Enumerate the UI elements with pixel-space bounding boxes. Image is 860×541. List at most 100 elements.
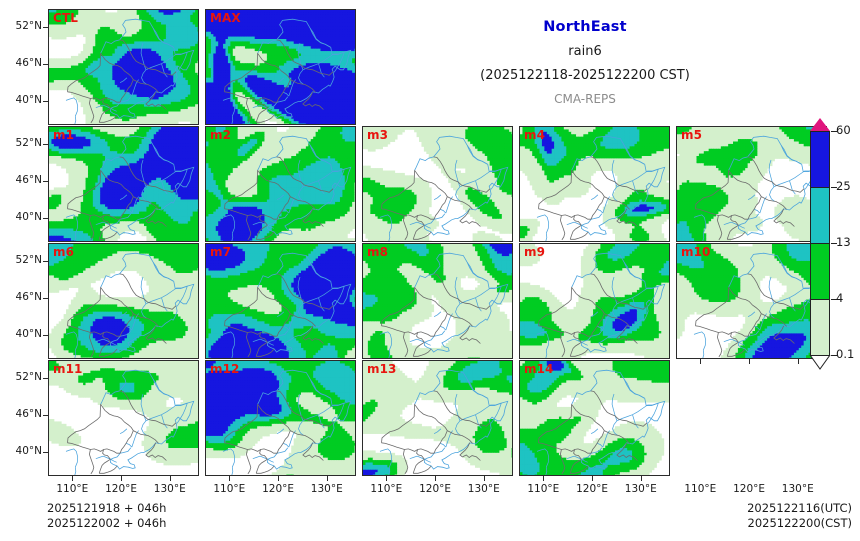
lon-tick-label: 120°E [726, 483, 772, 495]
map-panel-m13: m13 [362, 360, 513, 476]
lat-tick-label: 52°N [2, 254, 42, 266]
lon-tick-label: 110°E [363, 483, 409, 495]
coastline [414, 135, 509, 236]
lon-tick-label: 120°E [98, 483, 144, 495]
variable-title: rain6 [440, 41, 730, 63]
coastline [257, 369, 352, 470]
map-panel-m3: m3 [362, 126, 513, 242]
map-canvas [520, 127, 669, 241]
map-panel-m5: m5 [676, 126, 827, 242]
precipitation-shading [49, 10, 198, 124]
map-canvas [206, 127, 355, 241]
map-panel-m12: m12 [205, 360, 356, 476]
map-panel-m11: m11 [48, 360, 199, 476]
lat-tick-mark [43, 261, 48, 263]
lon-tick-mark [797, 359, 799, 364]
lat-tick-label: 40°N [2, 211, 42, 223]
lon-tick-mark [700, 359, 702, 364]
precipitation-shading [363, 361, 512, 475]
lat-tick-mark [43, 378, 48, 380]
province-borders [224, 390, 334, 475]
map-canvas [49, 127, 198, 241]
coastline [571, 369, 666, 470]
colorbar-divider [810, 131, 830, 132]
colorbar-divider [810, 243, 830, 244]
map-canvas [677, 244, 826, 358]
lon-tick-mark [543, 476, 545, 481]
lon-tick-label: 120°E [412, 483, 458, 495]
colorbar-divider [810, 355, 830, 356]
coastline [257, 135, 352, 236]
province-borders [224, 156, 334, 241]
lon-tick-mark [169, 476, 171, 481]
province-borders [695, 273, 805, 358]
province-borders [381, 390, 491, 475]
province-borders [224, 39, 334, 124]
coastline [257, 252, 352, 353]
lat-tick-mark [43, 414, 48, 416]
lat-tick-mark [43, 297, 48, 299]
map-canvas [677, 127, 826, 241]
colorbar-tick-mark [831, 299, 837, 300]
colorbar-divider [810, 187, 830, 188]
lon-tick-mark [229, 476, 231, 481]
map-panel-m9: m9 [519, 243, 670, 359]
river-lines [222, 145, 345, 241]
map-canvas [363, 244, 512, 358]
coastline [100, 369, 195, 470]
lat-tick-mark [43, 217, 48, 219]
footer-init-times: 2025121918 + 046h 2025122002 + 046h [47, 501, 166, 530]
colorbar-label-60: 60 [836, 124, 851, 136]
colorbar-tick-mark [831, 131, 837, 132]
precipitation-shading [206, 244, 355, 358]
map-canvas [206, 361, 355, 475]
lat-tick-label: 46°N [2, 408, 42, 420]
map-panel-m1: m1 [48, 126, 199, 242]
model-name: CMA-REPS [440, 90, 730, 108]
map-canvas [206, 244, 355, 358]
lat-tick-mark [43, 27, 48, 29]
region-title: NorthEast [440, 18, 730, 36]
map-panel-m7: m7 [205, 243, 356, 359]
init-time-line-1: 2025121918 + 046h [47, 501, 166, 516]
lon-tick-label: 110°E [49, 483, 95, 495]
lat-tick-mark [43, 451, 48, 453]
map-canvas [49, 10, 198, 124]
colorbar-label-4: 4 [836, 292, 843, 304]
map-canvas [206, 10, 355, 124]
valid-time-cst: 2025122200(CST) [747, 516, 853, 531]
lat-tick-label: 52°N [2, 20, 42, 32]
lat-tick-label: 46°N [2, 291, 42, 303]
coastline [414, 369, 509, 470]
river-lines [65, 145, 188, 241]
lat-tick-mark [43, 334, 48, 336]
map-panel-m8: m8 [362, 243, 513, 359]
lon-tick-label: 130°E [304, 483, 350, 495]
lon-tick-label: 130°E [775, 483, 821, 495]
lat-tick-label: 52°N [2, 371, 42, 383]
province-borders [538, 156, 648, 241]
lon-tick-mark [592, 476, 594, 481]
lon-tick-mark [326, 476, 328, 481]
province-borders [67, 390, 177, 475]
map-panel-m6: m6 [48, 243, 199, 359]
lat-tick-mark [43, 180, 48, 182]
map-panel-ctl: CTL [48, 9, 199, 125]
coastline [571, 135, 666, 236]
lon-tick-label: 120°E [255, 483, 301, 495]
precipitation-shading [677, 244, 826, 358]
lat-tick-label: 40°N [2, 328, 42, 340]
lon-tick-mark [640, 476, 642, 481]
colorbar-band-25 [810, 131, 830, 187]
colorbar-label-13: 13 [836, 236, 851, 248]
lon-tick-label: 130°E [461, 483, 507, 495]
map-canvas [49, 244, 198, 358]
lat-tick-label: 46°N [2, 174, 42, 186]
lon-tick-label: 130°E [147, 483, 193, 495]
lon-tick-label: 130°E [618, 483, 664, 495]
lat-tick-label: 46°N [2, 57, 42, 69]
colorbar-band-4 [810, 243, 830, 299]
colorbar-under-arrow-outline [809, 355, 831, 370]
province-borders [67, 273, 177, 358]
